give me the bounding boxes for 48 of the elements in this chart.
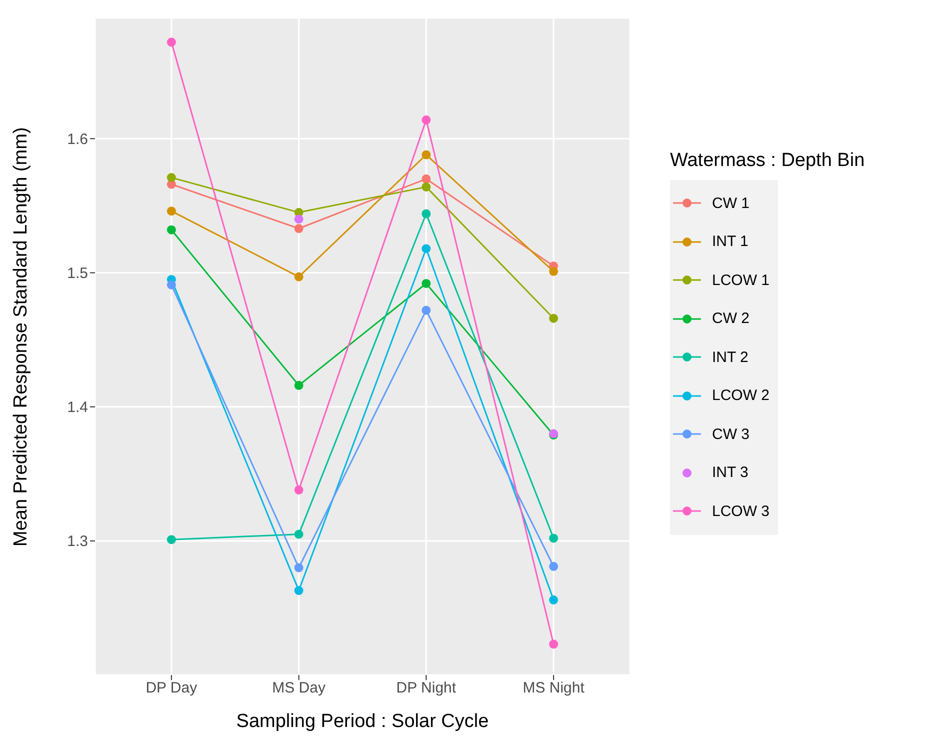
point	[166, 206, 176, 216]
legend-label: CW 2	[712, 310, 750, 328]
point	[549, 266, 558, 276]
legend-label: INT 3	[712, 464, 748, 482]
legend-label: LCOW 3	[712, 502, 770, 520]
point	[422, 115, 431, 124]
point	[422, 244, 431, 254]
y-tick-label: 1.3	[67, 533, 88, 550]
point	[166, 225, 176, 234]
point	[294, 485, 304, 494]
x-tick-label: MS Day	[272, 680, 326, 697]
point	[549, 640, 558, 649]
y-tick-label: 1.4	[67, 399, 88, 416]
point	[294, 224, 304, 234]
point	[549, 534, 558, 543]
legend-title: Watermass : Depth Bin	[670, 150, 865, 172]
point	[422, 278, 431, 288]
legend-label: LCOW 2	[712, 387, 770, 404]
x-tick-label: DP Night	[396, 680, 457, 697]
point	[294, 563, 304, 572]
point	[422, 150, 431, 160]
legend-label: INT 2	[712, 348, 748, 366]
x-tick-label: MS Night	[522, 680, 586, 697]
point	[422, 182, 431, 192]
y-axis-title: Mean Predicted Response Standard Length (mm)	[10, 127, 32, 546]
y-tick-label: 1.6	[67, 131, 88, 148]
point	[422, 174, 431, 184]
point	[294, 586, 304, 596]
point	[294, 214, 304, 224]
legend-label: CW 1	[712, 194, 750, 212]
legend-label: LCOW 1	[712, 272, 770, 289]
legend-label: INT 1	[712, 233, 748, 250]
point	[549, 562, 558, 571]
point	[166, 173, 176, 182]
point	[422, 306, 431, 315]
x-tick-label: DP Day	[146, 680, 198, 697]
point	[549, 314, 558, 323]
point	[294, 272, 304, 282]
point	[422, 209, 431, 218]
legend-label: CW 3	[712, 426, 750, 443]
point	[549, 595, 558, 604]
point	[166, 280, 176, 290]
point	[166, 535, 176, 544]
point	[166, 38, 176, 47]
point	[294, 530, 304, 539]
x-axis-title: Sampling Period : Solar Cycle	[236, 711, 489, 732]
point	[294, 380, 304, 390]
y-tick-label: 1.5	[67, 265, 88, 282]
